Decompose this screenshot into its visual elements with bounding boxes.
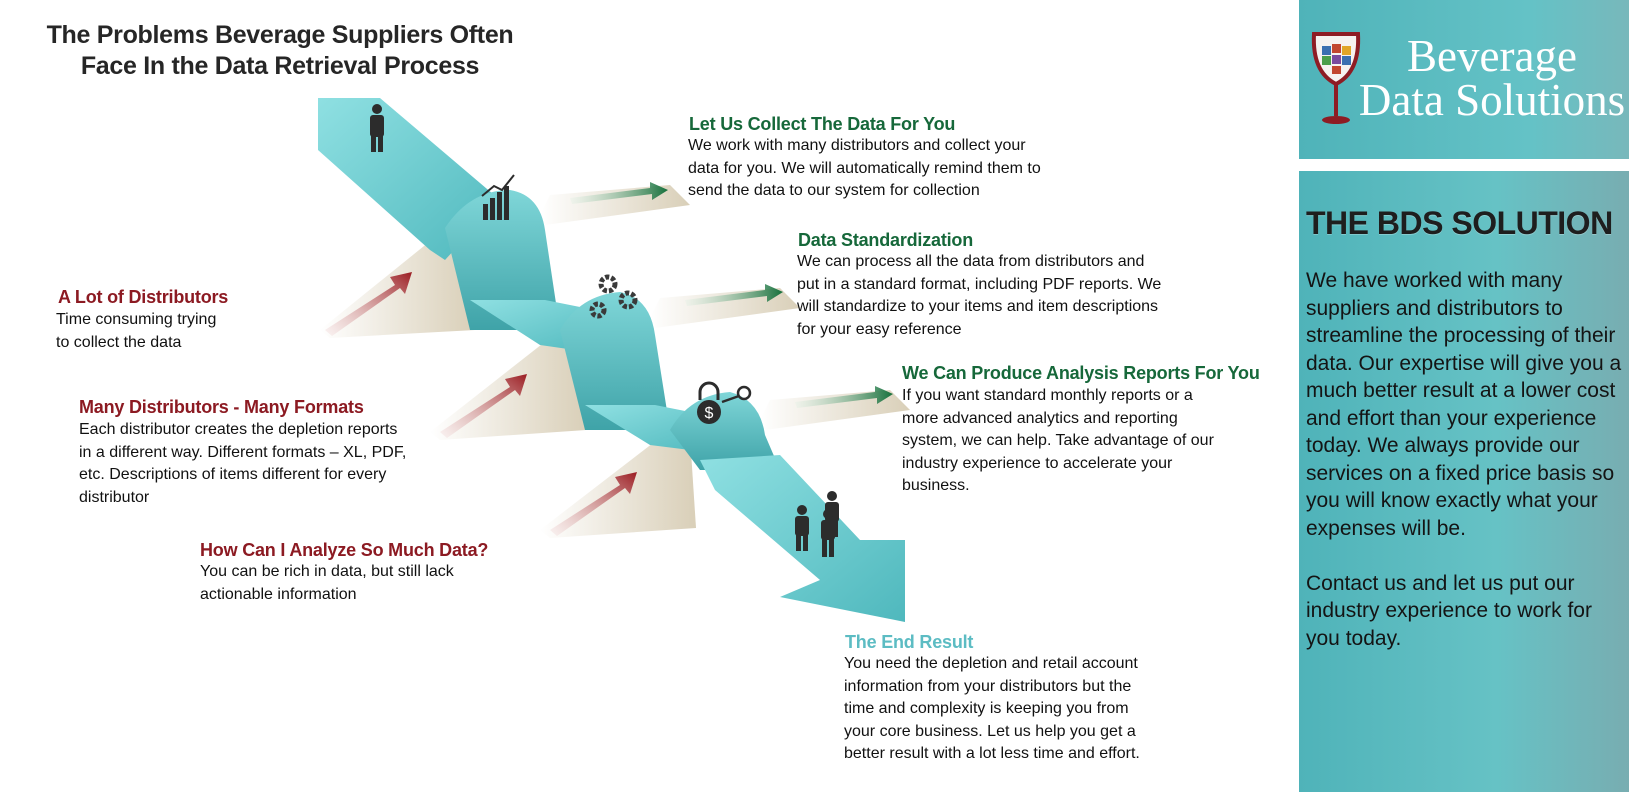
solution-heading-3: We Can Produce Analysis Reports For You [902,363,1260,383]
solution-heading-1: Let Us Collect The Data For You [689,114,956,134]
panel-divider [1299,159,1629,171]
problem-heading-3: How Can I Analyze So Much Data? [200,540,489,560]
brand-name: Beverage Data Solutions [1355,31,1629,125]
solution-text-3: If you want standard monthly reports or … [902,387,1214,494]
brand-line-2: Data Solutions [1358,75,1626,125]
solution-panel [1299,171,1629,792]
ribbon-fold-1 [445,190,560,330]
lock-key-icon: $ [697,381,752,424]
solution-panel-title: THE BDS SOLUTION [1306,205,1613,241]
red-arrow-2 [440,374,527,438]
svg-text:$: $ [705,405,714,422]
brand-banner [1299,0,1629,159]
business-group-icon [795,491,839,557]
problem-heading-1: A Lot of Distributors [58,287,229,307]
problem-text-2: Each distributor creates the depletion r… [79,421,407,506]
solution-heading-2: Data Standardization [798,230,974,250]
end-result-text: You need the depletion and retail accoun… [844,655,1140,762]
problem-heading-2: Many Distributors - Many Formats [79,397,364,417]
red-arrow-3 [550,472,637,536]
solution-panel-text: We have worked with many suppliers and d… [1306,269,1622,650]
problem-ramp-2 [430,330,586,440]
problem-text-1: Time consuming trying to collect the dat… [56,311,217,351]
ribbon-fold-2 [560,292,670,430]
solution-ramp-1 [540,185,690,225]
wine-glass-logo [1311,32,1361,124]
solution-ramp-2 [650,288,800,328]
ribbon-final [700,455,905,622]
end-result-heading: The End Result [845,632,974,652]
solution-text-2: We can process all the data from distrib… [797,253,1162,338]
businessman-icon [370,104,384,152]
brand-line-1: Beverage [1407,31,1577,81]
bar-chart-icon [481,174,515,220]
process-diagram: $ [318,98,910,622]
green-arrow-3 [795,386,893,408]
green-arrow-1 [570,182,668,204]
page-title: The Problems Beverage Suppliers Often Fa… [46,21,514,80]
gears-icon [589,274,638,319]
red-arrow-1 [325,272,412,336]
green-arrow-2 [685,284,783,306]
solution-text-1: We work with many distributors and colle… [688,137,1041,199]
problem-ramp-3 [540,430,696,538]
solution-ramp-3 [760,390,910,430]
problem-text-3: You can be rich in data, but still lack … [200,563,454,603]
